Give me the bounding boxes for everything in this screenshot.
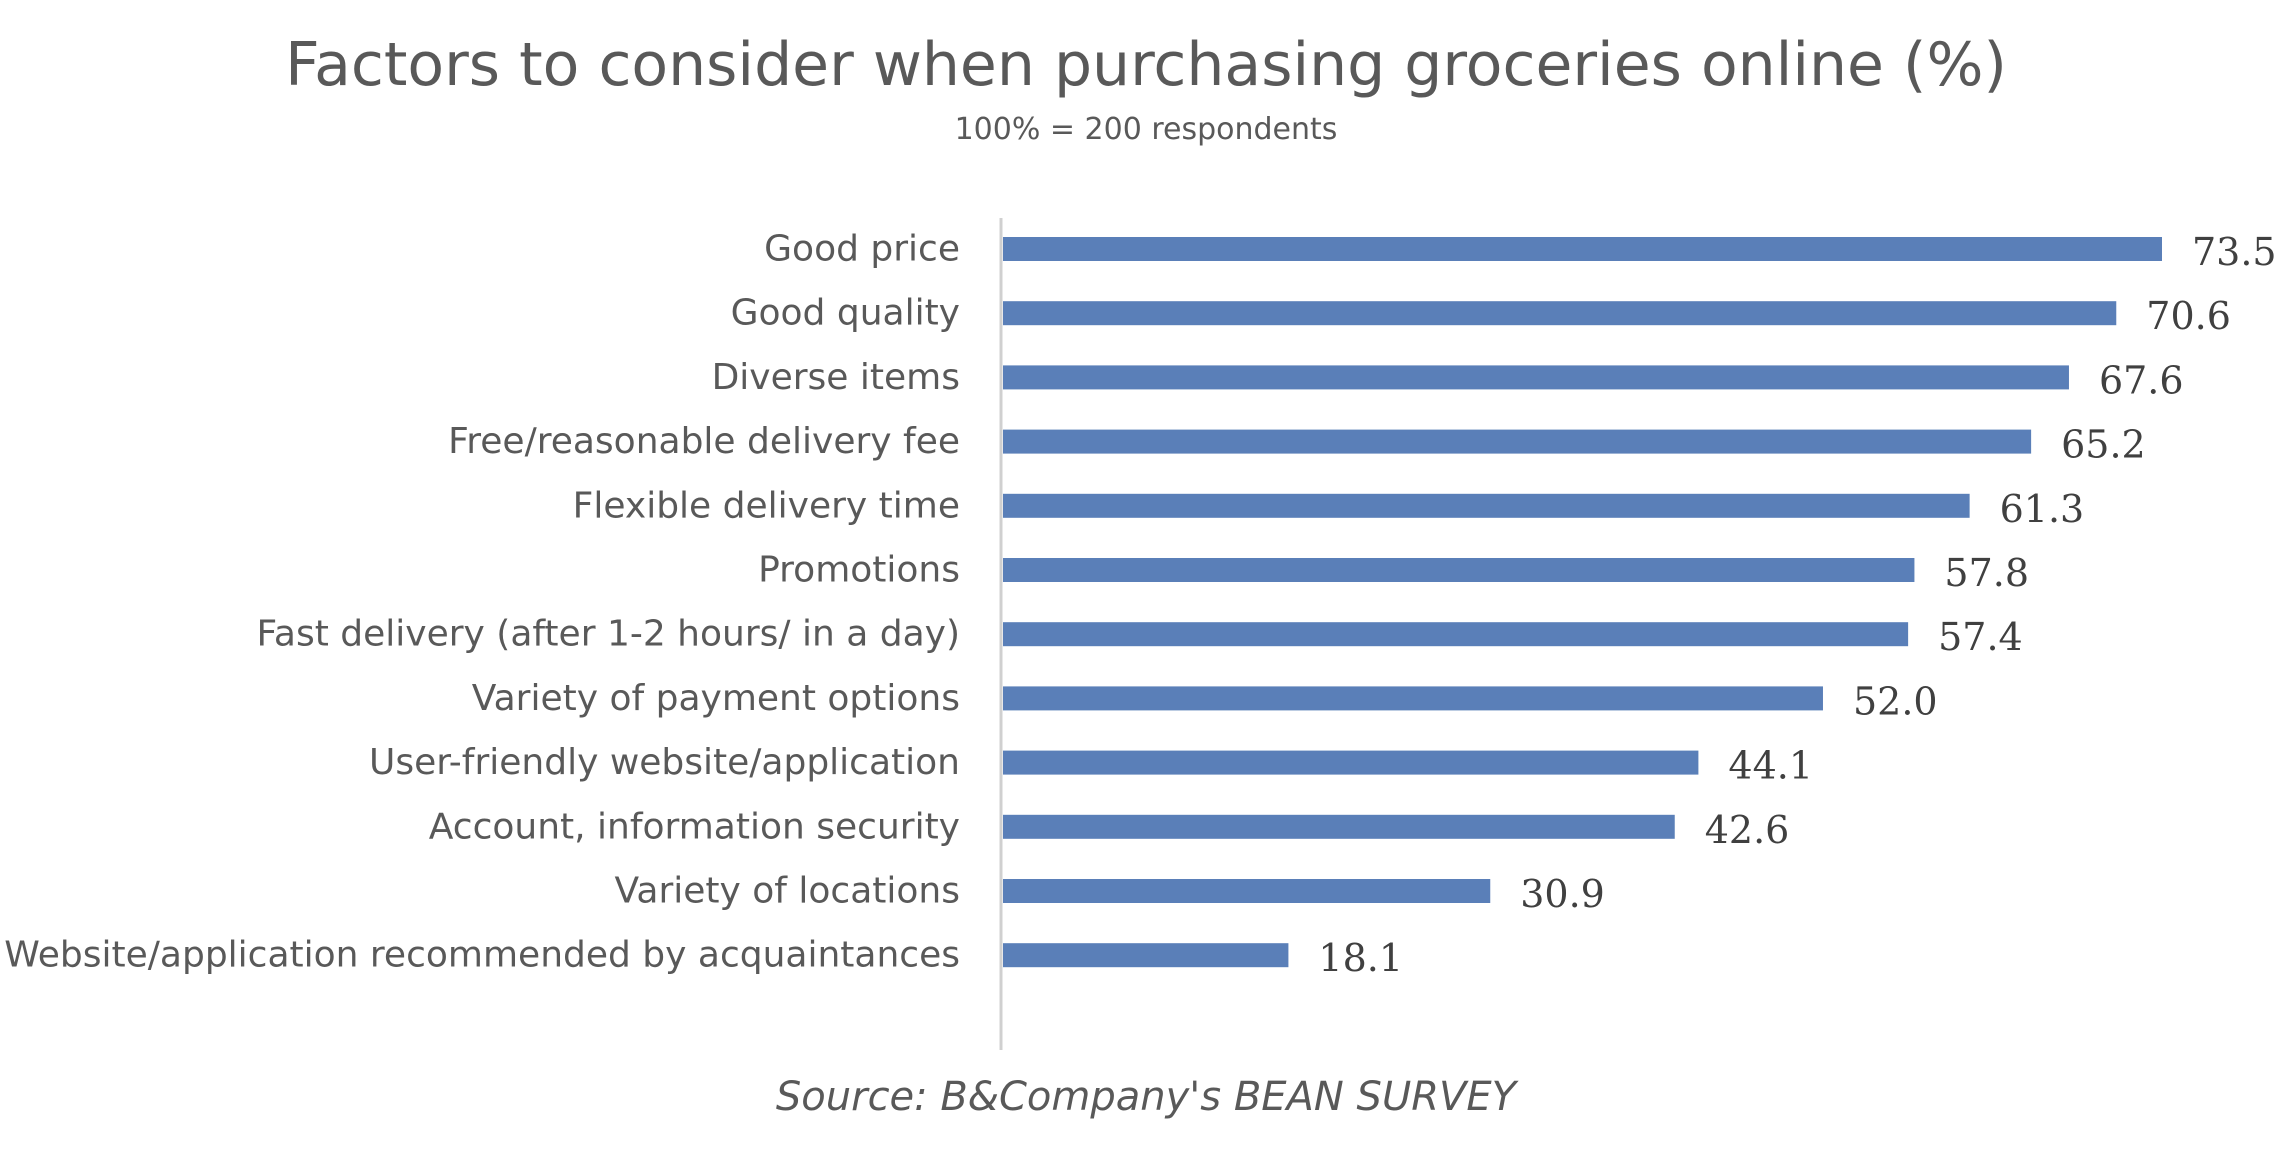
category-label: Diverse items — [712, 357, 960, 398]
category-labels-group: Good price Good quality Diverse items Free/… — [4, 229, 960, 976]
category-label: Free/reasonable delivery fee — [448, 421, 960, 462]
value-label: 18.1 — [1318, 936, 1403, 980]
bar — [1003, 237, 2162, 261]
category-label: Variety of payment options — [472, 678, 960, 719]
value-label: 30.9 — [1520, 872, 1605, 916]
category-label: Flexible delivery time — [573, 485, 960, 526]
value-label: 57.4 — [1938, 615, 2023, 659]
category-label: Variety of locations — [615, 871, 960, 912]
value-label: 42.6 — [1705, 808, 1790, 852]
bar — [1003, 622, 1909, 647]
value-label: 52.0 — [1853, 679, 1938, 723]
chart-source: Source: B&Company's BEAN SURVEY — [775, 1074, 1517, 1120]
category-label: Promotions — [758, 550, 960, 591]
chart-subtitle: 100% = 200 respondents — [954, 112, 1338, 147]
category-label: Website/application recommended by acqua… — [4, 935, 960, 976]
value-labels-group: 73.5 70.6 67.6 65.2 61.3 57.8 57.452.0 44.1 42.6… — [1318, 230, 2276, 980]
bar — [1003, 814, 1675, 839]
value-label: 70.6 — [2146, 294, 2231, 338]
category-label: Good quality — [731, 293, 960, 334]
bar — [1003, 879, 1491, 903]
value-label: 61.3 — [2000, 487, 2085, 531]
value-label: 44.1 — [1728, 744, 1813, 788]
value-label: 57.8 — [1944, 551, 2029, 595]
bar — [1003, 686, 1823, 711]
value-label: 65.2 — [2061, 423, 2146, 467]
bar — [1003, 429, 2032, 454]
category-label: Fast delivery (after 1-2 hours/ in a day… — [257, 614, 961, 655]
chart-title: Factors to consider when purchasing groc… — [285, 30, 2007, 100]
bar — [1003, 365, 2069, 390]
bar — [1003, 558, 1915, 582]
category-label: User-friendly website/application — [369, 742, 960, 783]
bars-group — [1003, 237, 2162, 968]
bar — [1003, 301, 2117, 326]
value-label: 73.5 — [2192, 230, 2277, 274]
bar — [1003, 493, 1970, 518]
bar — [1003, 943, 1289, 968]
category-label: Good price — [764, 229, 960, 270]
bar — [1003, 750, 1699, 775]
category-label: Account, information security — [429, 806, 960, 847]
value-label: 67.6 — [2099, 358, 2184, 402]
